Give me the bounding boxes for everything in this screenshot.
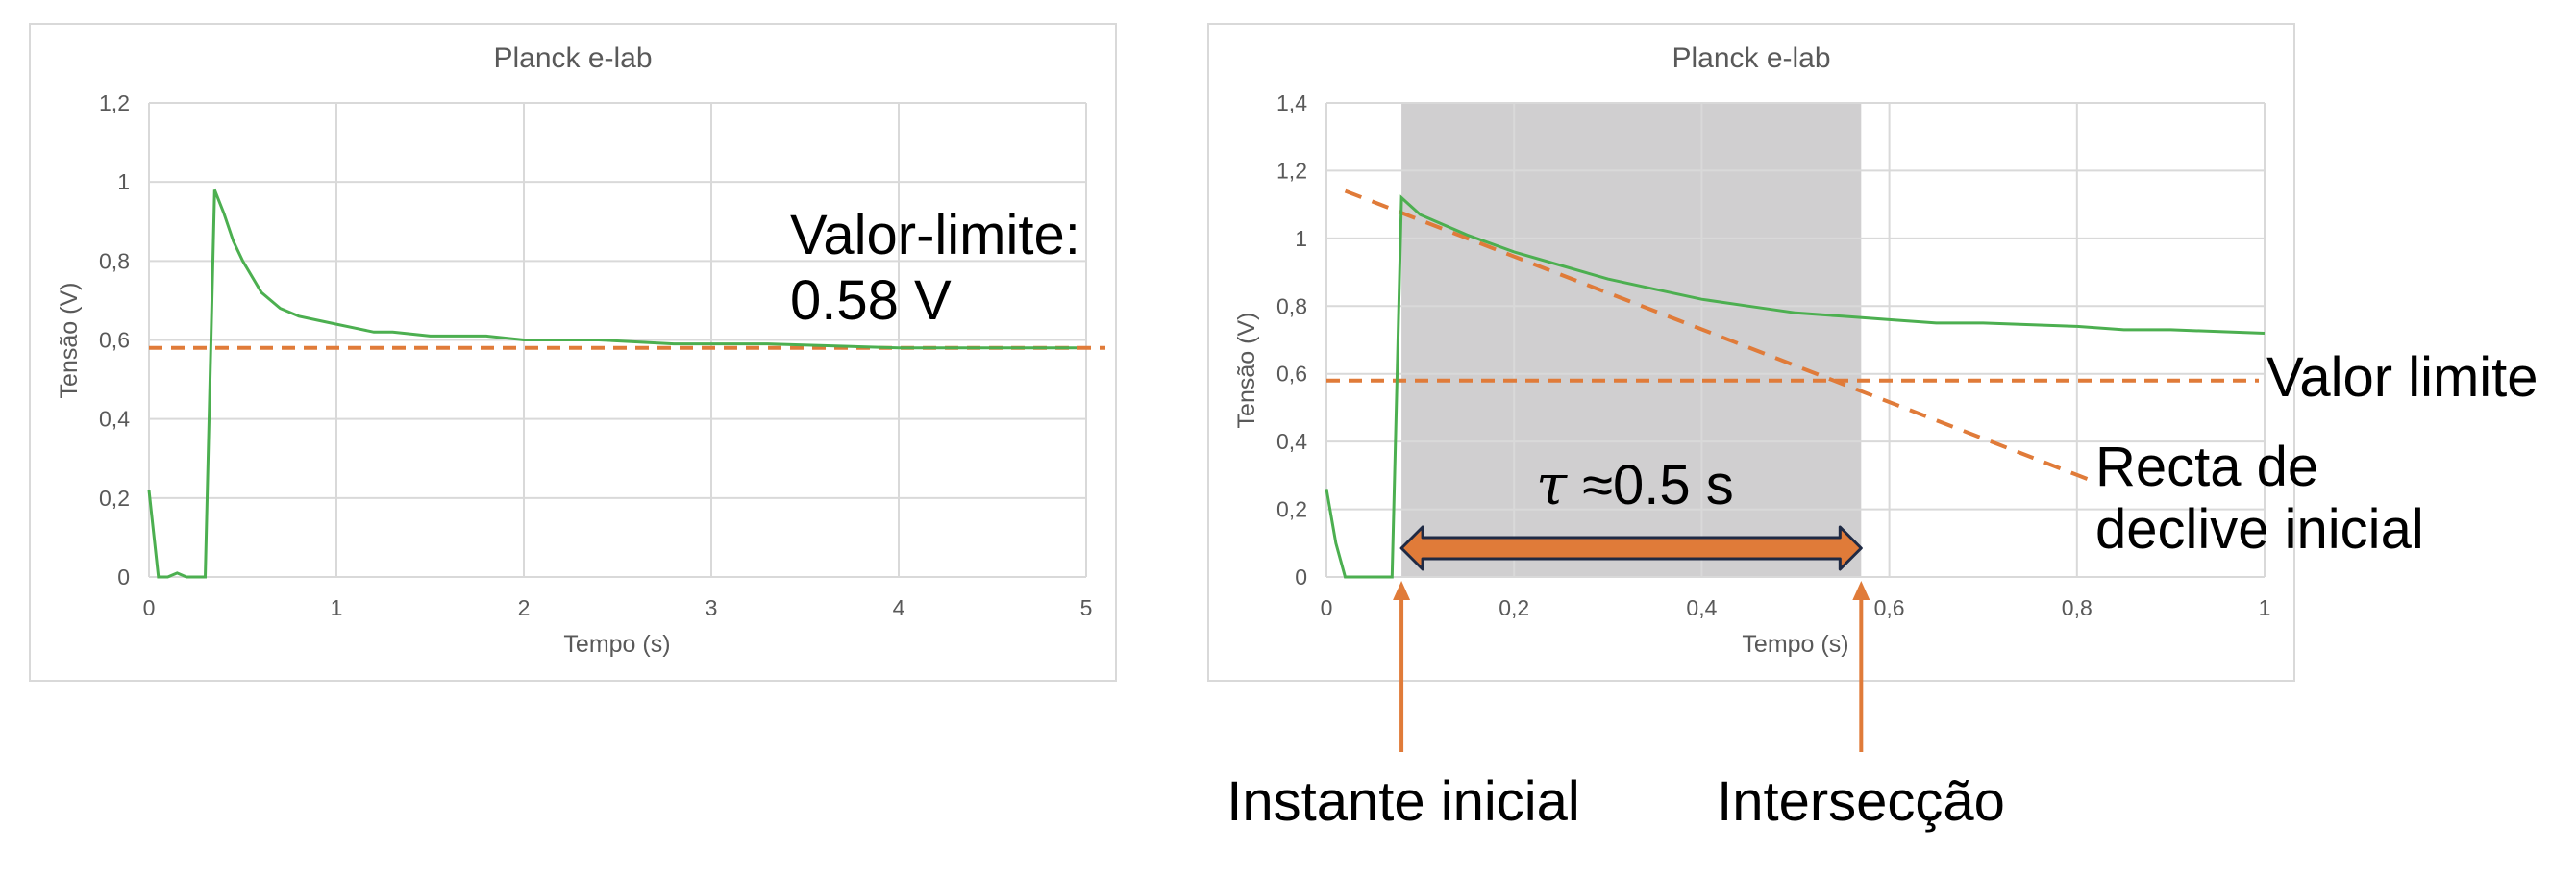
l-x-tick-5: 5 (1080, 595, 1093, 620)
right-limit-label: Valor limite (2266, 346, 2539, 409)
intersection-pointer-head (1852, 581, 1870, 600)
right-chart-x-ticks: 0 0,2 0,4 0,6 0,8 1 (1321, 595, 2271, 620)
left-chart-voltage-series (147, 188, 1077, 579)
l-y-tick-5: 1 (117, 169, 130, 194)
left-limit-label-line1: Valor-limite: (790, 204, 1080, 266)
initial-instant-pointer-head (1393, 581, 1411, 600)
right-chart-y-axis-title: Tensão (V) (1233, 313, 1260, 429)
initial-instant-label: Instante inicial (1226, 770, 1580, 833)
l-y-tick-6: 1,2 (99, 90, 130, 115)
left-chart-y-ticks: 0 0,2 0,4 0,6 0,8 1 1,2 (99, 90, 130, 590)
r-y-tick-4: 0,8 (1276, 293, 1307, 318)
right-chart-grid (1325, 102, 2266, 578)
l-x-tick-4: 4 (893, 595, 905, 620)
r-y-tick-7: 1,4 (1276, 90, 1307, 115)
slope-label-line2: declive inicial (2095, 498, 2424, 561)
right-chart: Planck e-lab 0 0,2 0,4 0,6 0,8 1 1,2 1,4 0 0,2 0,… (1207, 23, 2539, 833)
left-limit-label-line2: 0.58 V (790, 269, 952, 332)
left-chart-limit-annotation: Valor-limite: 0.58 V (790, 204, 1096, 332)
left-chart: Planck e-lab 0 0,2 0,4 0,6 0,8 1 1,2 0 1 2 3 4 5 Te… (29, 23, 1117, 682)
slope-label-line1: Recta de (2095, 436, 2318, 498)
r-y-tick-2: 0,4 (1276, 429, 1307, 454)
r-y-tick-1: 0,2 (1276, 497, 1307, 522)
r-x-tick-2: 0,4 (1686, 595, 1717, 620)
left-chart-frame (29, 23, 1117, 682)
left-chart-title: Planck e-lab (493, 42, 652, 74)
r-x-tick-0: 0 (1321, 595, 1333, 620)
l-x-tick-1: 1 (331, 595, 343, 620)
left-chart-x-axis-title: Tempo (s) (563, 631, 670, 658)
slope-line-label: Recta de declive inicial (2095, 436, 2424, 561)
l-y-tick-1: 0,2 (99, 486, 130, 511)
r-x-tick-1: 0,2 (1499, 595, 1529, 620)
right-chart-time-constant-region (1401, 103, 1862, 577)
l-y-tick-3: 0,6 (99, 328, 130, 353)
left-chart-x-ticks: 0 1 2 3 4 5 (143, 595, 1093, 620)
r-x-tick-5: 1 (2259, 595, 2271, 620)
r-x-tick-3: 0,6 (1874, 595, 1905, 620)
time-constant-value: ≈0.5 s (1567, 454, 1734, 516)
r-y-tick-0: 0 (1295, 565, 1307, 590)
r-x-tick-4: 0,8 (2062, 595, 2093, 620)
intersection-label: Intersecção (1717, 770, 2005, 833)
right-chart-y-ticks: 0 0,2 0,4 0,6 0,8 1 1,2 1,4 (1276, 90, 1307, 590)
tau-symbol: τ (1536, 452, 1568, 517)
l-y-tick-0: 0 (117, 565, 130, 590)
right-chart-voltage-series (1325, 194, 2266, 579)
time-constant-double-arrow (1399, 525, 1863, 571)
r-y-tick-6: 1,2 (1276, 158, 1307, 183)
r-y-tick-5: 1 (1295, 226, 1307, 251)
right-chart-x-axis-title: Tempo (s) (1742, 631, 1848, 658)
l-x-tick-3: 3 (706, 595, 718, 620)
r-y-tick-3: 0,6 (1276, 362, 1307, 387)
right-chart-initial-slope-line (1344, 188, 2097, 485)
time-constant-label: τ ≈0.5 s (1536, 452, 1734, 517)
l-y-tick-4: 0,8 (99, 248, 130, 273)
l-x-tick-0: 0 (143, 595, 156, 620)
l-x-tick-2: 2 (518, 595, 531, 620)
left-chart-grid (148, 102, 1087, 578)
right-chart-title: Planck e-lab (1672, 42, 1830, 74)
left-chart-y-axis-title: Tensão (V) (56, 283, 83, 399)
l-y-tick-2: 0,4 (99, 407, 130, 432)
